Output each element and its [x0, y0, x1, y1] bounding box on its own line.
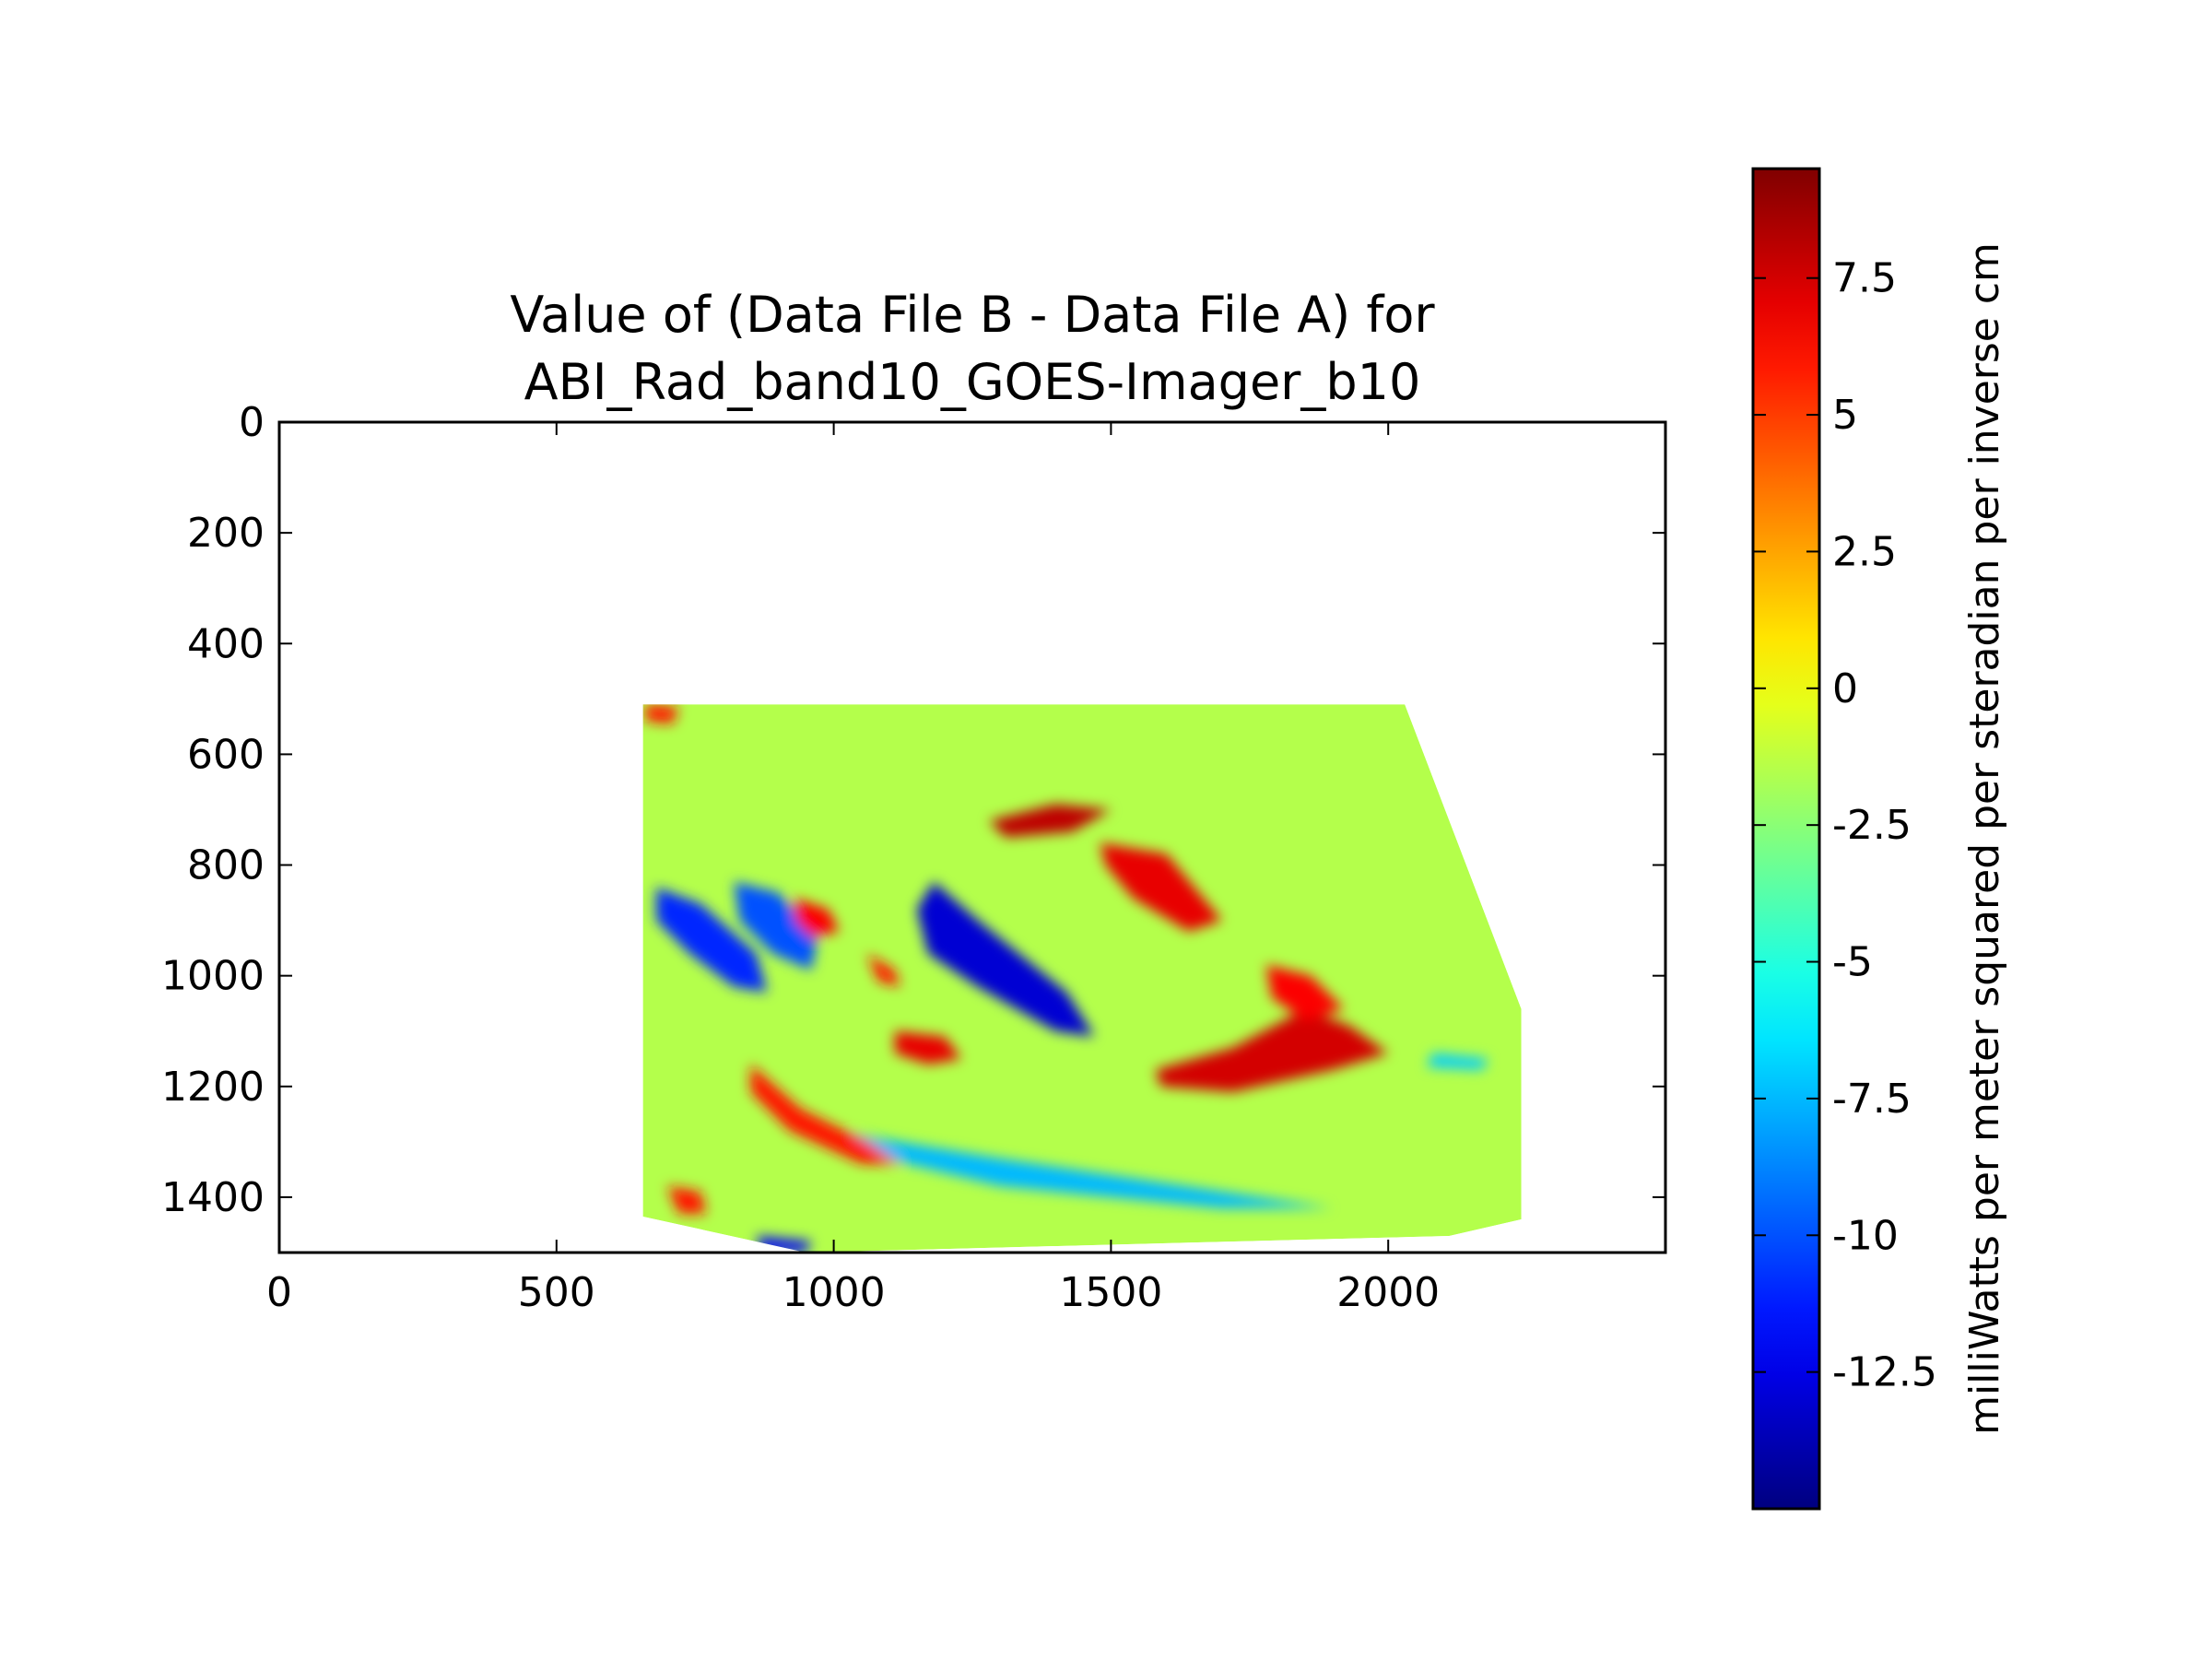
heatmap-feature-negative-1	[656, 887, 768, 993]
y-tick-label: 600	[187, 731, 265, 778]
heatmap-feature-positive-10	[750, 1064, 900, 1164]
plot-area: 0 500 1000 1500 2000 0 200 400 600 800 1000 1200 14…	[161, 399, 1667, 1316]
colorbar-tick-label: -7.5	[1832, 1076, 1912, 1123]
heatmap-feature-positive-13	[866, 953, 900, 987]
y-tick-label: 1200	[161, 1064, 265, 1111]
chart-title-line-1: Value of (Data File B - Data File A) for	[510, 286, 1435, 344]
y-tick-label: 200	[187, 510, 265, 557]
heatmap-feature-positive-9	[1265, 964, 1345, 1020]
y-tick-label: 1400	[161, 1174, 265, 1221]
data-region	[642, 704, 1522, 1253]
colorbar-tick-label: 0	[1832, 665, 1858, 712]
colorbar-label: milliWatts per meter squared per steradi…	[1961, 242, 2008, 1435]
heatmap-feature-positive-15	[667, 1185, 707, 1214]
x-tick-label: 2000	[1336, 1269, 1440, 1316]
chart-title-line-2: ABI_Rad_band10_GOES-Imager_b10	[524, 353, 1421, 411]
heatmap-features	[645, 704, 1488, 1253]
colorbar-gradient	[1753, 169, 1819, 1509]
colorbar-frame	[1751, 167, 1821, 1511]
colorbar-tick-label: -10	[1832, 1212, 1899, 1259]
y-tick-label: 0	[239, 399, 265, 446]
colorbar-tick-label: -12.5	[1832, 1349, 1937, 1396]
colorbar-ticks: 7.5 5 2.5 0 -2.5 -5 -7.5 -10 -12.5	[1753, 255, 1937, 1396]
x-tick-label: 1000	[782, 1269, 886, 1316]
heatmap-feature-negative-0	[916, 881, 1095, 1037]
heatmap-feature-positive-7	[1100, 842, 1222, 932]
plot-frame	[277, 420, 1667, 1254]
colorbar-tick-label: -2.5	[1832, 802, 1912, 849]
heatmap-feature-positive-11	[894, 1030, 961, 1065]
heatmap-feature-positive-6	[989, 804, 1112, 838]
colorbar: 7.5 5 2.5 0 -2.5 -5 -7.5 -10 -12.5 milliWatts pe…	[1751, 167, 2008, 1511]
x-tick-label: 1500	[1059, 1269, 1162, 1316]
x-tick-label: 500	[518, 1269, 595, 1316]
y-tick-label: 800	[187, 842, 265, 889]
colorbar-tick-label: 5	[1832, 392, 1858, 439]
colorbar-tick-label: 7.5	[1832, 255, 1897, 302]
heatmap-feature-positive-14	[645, 704, 679, 724]
x-tick-label: 0	[266, 1269, 292, 1316]
y-tick-label: 400	[187, 620, 265, 667]
heatmap-feature-positive-12	[794, 898, 840, 937]
heatmap-feature-negative-3	[833, 1130, 1333, 1208]
y-axis: 0 200 400 600 800 1000 1200 1400	[161, 399, 1665, 1221]
chart-title: Value of (Data File B - Data File A) for…	[510, 286, 1435, 411]
heatmap-feature-positive-8	[1155, 1008, 1389, 1092]
colorbar-tick-label: -5	[1832, 939, 1873, 986]
colorbar-tick-label: 2.5	[1832, 528, 1897, 575]
heatmap-image	[642, 704, 1522, 1253]
heatmap-feature-negative-5	[1427, 1053, 1488, 1070]
y-tick-label: 1000	[161, 953, 265, 1000]
heatmap-feature-negative-2	[734, 881, 818, 971]
